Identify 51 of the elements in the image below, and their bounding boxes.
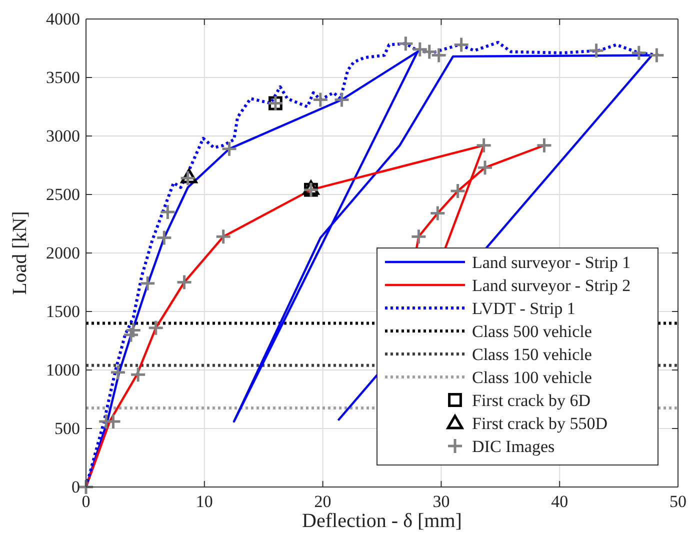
point bbox=[156, 230, 172, 246]
y-tick-label: 2000 bbox=[46, 243, 80, 262]
point bbox=[588, 42, 605, 59]
point bbox=[176, 274, 193, 290]
point bbox=[536, 137, 552, 154]
legend-label: First crack by 550D bbox=[472, 414, 608, 433]
x-tick-label: 30 bbox=[432, 492, 450, 512]
point bbox=[648, 47, 665, 64]
point bbox=[110, 364, 126, 381]
legend-label: Class 100 vehicle bbox=[472, 368, 592, 387]
point bbox=[476, 137, 492, 154]
y-tick-label: 3000 bbox=[46, 126, 80, 146]
y-tick-label: 1000 bbox=[46, 360, 80, 380]
point bbox=[139, 275, 156, 292]
y-tick-label: 0 bbox=[72, 477, 80, 496]
x-tick-label: 20 bbox=[314, 492, 332, 512]
y-axis-title: Load [kN] bbox=[9, 211, 31, 295]
point bbox=[630, 44, 648, 62]
legend-label: Land surveyor - Strip 2 bbox=[472, 276, 631, 295]
x-tick-label: 50 bbox=[670, 492, 686, 512]
legend-label: LVDT - Strip 1 bbox=[472, 299, 576, 318]
point bbox=[122, 326, 140, 344]
y-tick-label: 500 bbox=[54, 418, 80, 438]
point bbox=[180, 170, 196, 186]
point bbox=[215, 228, 232, 245]
point bbox=[476, 159, 494, 176]
y-tick-label: 1500 bbox=[46, 302, 80, 321]
x-tick-label: 40 bbox=[551, 492, 568, 512]
point bbox=[410, 228, 427, 245]
point bbox=[312, 91, 329, 108]
point bbox=[130, 366, 146, 383]
point bbox=[148, 320, 164, 336]
ref-line-label: Class 500 vehicle bbox=[472, 322, 592, 341]
y-tick-label: 3500 bbox=[46, 68, 80, 87]
legend-label: DIC Images bbox=[472, 437, 555, 456]
point bbox=[397, 35, 414, 52]
point bbox=[333, 91, 350, 108]
y-tick-label: 2500 bbox=[46, 184, 80, 204]
legend-label: Land surveyor - Strip 1 bbox=[472, 253, 631, 272]
ref-line-label: Class 150 vehicle bbox=[472, 345, 592, 364]
point bbox=[159, 204, 176, 220]
x-axis-title: Deflection - δ [mm] bbox=[302, 510, 462, 532]
point bbox=[450, 182, 466, 200]
point bbox=[453, 36, 470, 53]
legend-label: First crack by 6D bbox=[472, 391, 591, 410]
point bbox=[429, 204, 446, 222]
point bbox=[125, 322, 142, 338]
x-tick-label: 10 bbox=[196, 492, 213, 512]
y-tick-label: 4000 bbox=[46, 9, 80, 28]
point bbox=[412, 41, 428, 58]
point bbox=[221, 140, 238, 158]
